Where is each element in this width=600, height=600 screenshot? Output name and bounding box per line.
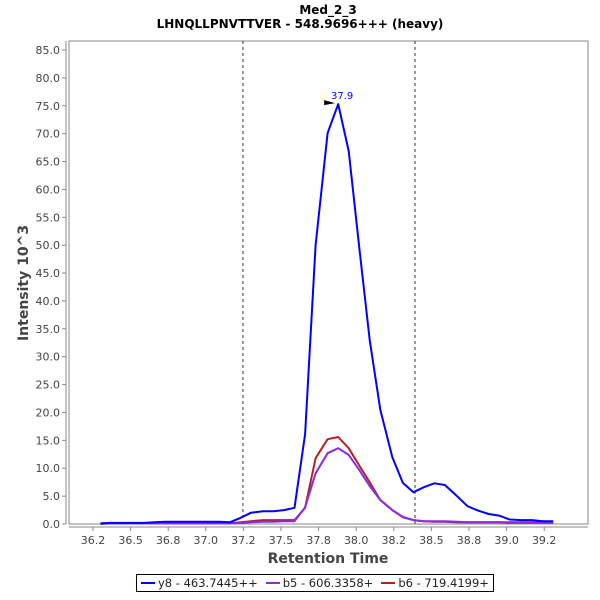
legend-item-b6: b6 - 719.4199+ <box>381 576 489 590</box>
series-line-b5 <box>100 447 554 525</box>
y-tick-label: 70.0 <box>36 128 61 141</box>
y-axis-label: Intensity 10^3 <box>16 225 32 341</box>
legend-swatch <box>381 582 396 584</box>
peak-label: 37.9 <box>331 91 353 102</box>
legend-swatch <box>141 582 155 584</box>
x-tick-label: 38.0 <box>344 534 369 547</box>
y-tick-label: 50.0 <box>36 239 61 252</box>
chart-subtitle: LHNQLLPNVTTVER - 548.9696+++ (heavy) <box>157 17 444 31</box>
x-tick-label: 37.0 <box>194 534 219 547</box>
legend-label: b5 - 606.3358+ <box>282 576 374 590</box>
x-tick-label: 38.8 <box>457 534 482 547</box>
y-tick-label: 85.0 <box>36 44 61 57</box>
legend-swatch <box>265 582 280 584</box>
x-tick-label: 36.2 <box>81 534 106 547</box>
legend-item-y8: y8 - 463.7445++ <box>141 576 258 590</box>
y-tick-label: 45.0 <box>36 267 61 280</box>
y-tick-label: 15.0 <box>36 434 61 447</box>
x-tick-label: 38.5 <box>419 534 444 547</box>
y-tick-label: 75.0 <box>36 100 61 113</box>
y-tick-label: 55.0 <box>36 211 61 224</box>
series-line-y8 <box>100 103 554 525</box>
x-tick-label: 37.2 <box>231 534 256 547</box>
y-tick-label: 5.0 <box>43 490 61 503</box>
y-tick-label: 20.0 <box>36 406 61 419</box>
x-tick-label: 36.8 <box>156 534 181 547</box>
y-tick-label: 25.0 <box>36 379 61 392</box>
legend-label: b6 - 719.4199+ <box>398 576 489 590</box>
peak-pointer-icon <box>324 100 336 106</box>
y-tick-label: 60.0 <box>36 183 61 196</box>
plot-area <box>68 40 589 525</box>
x-axis-label: Retention Time <box>268 551 389 567</box>
x-tick-label: 39.0 <box>494 534 519 547</box>
legend-item-b5: b5 - 606.3358+ <box>265 576 374 590</box>
y-tick-label: 80.0 <box>36 72 61 85</box>
chart-svg: Med_2_3 LHNQLLPNVTTVER - 548.9696+++ (he… <box>16 3 589 567</box>
legend-label: y8 - 463.7445++ <box>158 576 258 590</box>
x-tick-label: 36.5 <box>118 534 143 547</box>
y-tick-label: 10.0 <box>36 462 61 475</box>
y-tick-label: 65.0 <box>36 156 61 169</box>
y-tick-label: 0.0 <box>43 518 61 531</box>
x-tick-label: 37.8 <box>306 534 331 547</box>
chart-title: Med_2_3 <box>299 3 356 18</box>
y-tick-label: 40.0 <box>36 295 61 308</box>
x-tick-label: 37.5 <box>269 534 294 547</box>
y-tick-label: 30.0 <box>36 351 61 364</box>
x-tick-label: 38.2 <box>382 534 407 547</box>
y-tick-label: 35.0 <box>36 323 61 336</box>
x-tick-label: 39.2 <box>532 534 557 547</box>
legend: y8 - 463.7445++ b5 - 606.3358+ b6 - 719.… <box>136 574 494 592</box>
